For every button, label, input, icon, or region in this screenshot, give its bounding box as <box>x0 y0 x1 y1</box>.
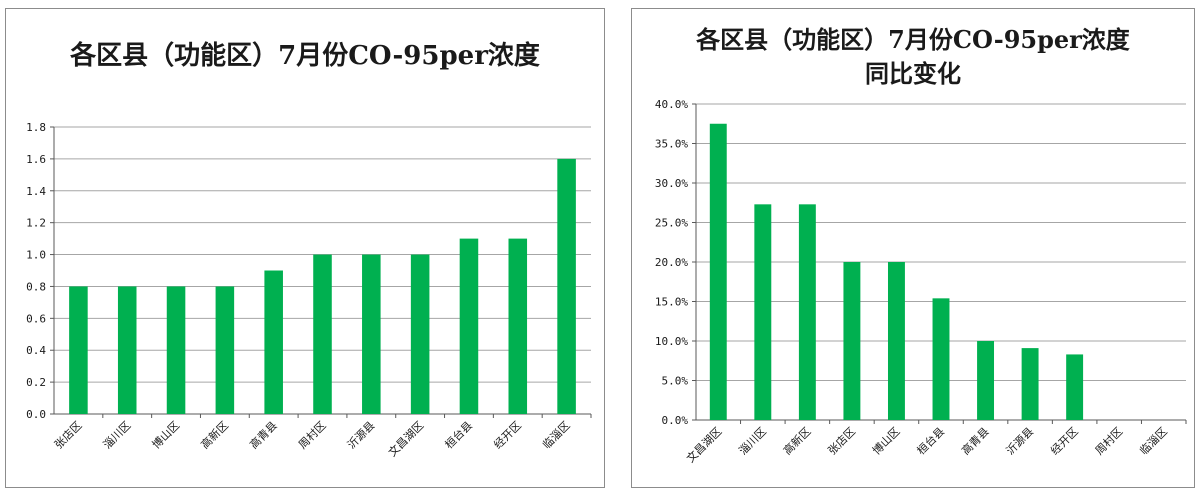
left-category-label: 桓台县 <box>442 418 475 451</box>
right-bar <box>709 123 727 420</box>
right-bar <box>977 341 995 420</box>
left-category-label: 文昌湖区 <box>385 418 426 459</box>
right-y-tick-label: 20.0% <box>655 256 688 269</box>
right-y-tick-label: 0.0% <box>662 414 689 427</box>
left-bar <box>215 286 235 414</box>
left-y-tick-label: 0.6 <box>26 312 46 325</box>
left-y-tick-label: 0.2 <box>26 376 46 389</box>
left-category-label: 高青县 <box>247 418 280 451</box>
left-y-tick-label: 1.4 <box>26 185 46 198</box>
left-bar <box>313 254 332 414</box>
left-bar <box>459 238 479 414</box>
left-category-label: 张店区 <box>51 418 84 451</box>
right-y-tick-label: 40.0% <box>655 98 688 111</box>
right-category-label: 文昌湖区 <box>683 424 724 465</box>
right-category-label: 高青县 <box>958 424 991 457</box>
right-category-label: 张店区 <box>825 424 858 457</box>
right-bar <box>754 204 772 420</box>
left-bar <box>117 286 137 414</box>
right-category-label: 桓台县 <box>914 424 947 457</box>
right-bar <box>1021 348 1039 420</box>
right-category-label: 临淄区 <box>1137 424 1170 457</box>
chart-title-right-line2: 同比变化 <box>865 59 961 88</box>
left-category-label: 临淄区 <box>539 418 572 451</box>
right-category-label: 经开区 <box>1048 425 1081 458</box>
chart-panel-right: 各区县（功能区）7月份CO-95per浓度 同比变化 0.0% 5.0% 10.0%… <box>631 8 1195 488</box>
bar-chart-left: 0.00.20.40.60.81.01.21.41.61.8张店区 淄川区 博山区高… <box>26 121 592 459</box>
right-bar <box>1066 354 1084 420</box>
left-y-tick-label: 1.0 <box>26 249 46 262</box>
left-category-label: 高新区 <box>198 418 231 451</box>
left-category-label: 淄川区 <box>101 419 134 452</box>
bar-chart-right: 0.0% 5.0% 10.0% 15.0% 20.0% 25.0% 30.0% 35.0% 40… <box>655 98 1187 465</box>
right-category-label: 高新区 <box>780 424 813 457</box>
right-y-tick-label: 5.0% <box>662 375 689 388</box>
chart-title-right: 各区县（功能区）7月份CO-95per浓度 同比变化 <box>632 23 1194 91</box>
left-y-tick-label: 0.4 <box>26 344 46 357</box>
right-y-tick-label: 25.0% <box>655 217 688 230</box>
left-category-label: 沂源县 <box>344 418 377 451</box>
left-bar <box>557 158 576 414</box>
right-category-label: 淄川区 <box>736 425 769 458</box>
left-y-tick-label: 0.8 <box>26 280 46 293</box>
right-category-label: 沂源县 <box>1003 424 1036 457</box>
left-y-tick-label: 1.2 <box>26 217 46 230</box>
left-y-tick-label: 0.0 <box>26 408 46 421</box>
right-y-tick-label: 30.0% <box>655 177 688 190</box>
chart-title-left: 各区县（功能区）7月份CO-95per浓度 <box>70 41 540 71</box>
right-bar <box>843 262 861 420</box>
left-category-label: 经开区 <box>491 419 524 452</box>
left-y-tick-label: 1.6 <box>26 153 46 166</box>
left-y-tick-label: 1.8 <box>26 121 46 134</box>
right-bar <box>887 262 905 420</box>
right-bar <box>798 204 816 420</box>
right-y-tick-label: 10.0% <box>655 335 688 348</box>
left-category-label: 周村区 <box>295 418 328 451</box>
chart-title-right-line1: 各区县（功能区）7月份CO-95per浓度 <box>696 25 1130 54</box>
left-bar <box>508 238 528 414</box>
left-bar <box>362 254 381 414</box>
chart-panel-left: 各区县（功能区）7月份CO-95per浓度 0.0 0.2 0.4 0.6 0.8 1.0… <box>5 8 605 488</box>
right-category-label: 博山区 <box>870 425 903 458</box>
left-bar <box>264 270 283 414</box>
left-bar <box>410 254 430 414</box>
left-bar <box>69 286 88 414</box>
right-y-tick-label: 15.0% <box>655 296 688 309</box>
right-category-label: 周村区 <box>1092 424 1125 457</box>
left-bar <box>166 286 186 414</box>
right-bar <box>932 298 950 420</box>
left-category-label: 博山区 <box>150 419 183 452</box>
right-y-tick-label: 35.0% <box>655 138 688 151</box>
